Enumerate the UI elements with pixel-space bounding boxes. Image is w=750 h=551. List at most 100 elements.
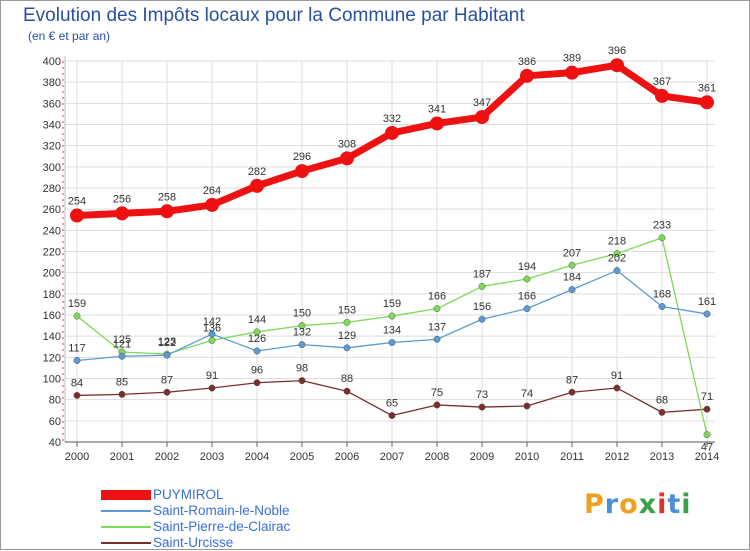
data-point — [523, 305, 531, 313]
data-label: 161 — [698, 296, 716, 308]
chart-subtitle: (en € et par an) — [28, 29, 111, 43]
data-point — [70, 208, 84, 223]
data-label: 389 — [563, 53, 581, 65]
data-label: 166 — [518, 291, 536, 303]
data-point — [478, 315, 486, 323]
data-point — [160, 204, 174, 219]
data-label: 159 — [68, 298, 86, 310]
data-point — [388, 339, 396, 346]
data-point — [205, 197, 219, 212]
data-point — [208, 330, 216, 338]
x-tick-label: 2005 — [290, 451, 314, 463]
x-tick-label: 2004 — [245, 451, 269, 463]
data-point — [343, 318, 351, 326]
data-point — [388, 312, 396, 320]
series-Saint-Pierre-de-Clairac — [73, 234, 711, 439]
data-label: 361 — [698, 82, 716, 94]
data-label: 84 — [71, 377, 83, 389]
data-point — [523, 275, 531, 283]
data-label: 264 — [203, 185, 221, 197]
series-Saint-Romain-le-Noble — [73, 267, 711, 364]
data-point — [523, 402, 531, 410]
data-label: 332 — [383, 113, 401, 125]
data-label: 142 — [203, 316, 221, 328]
y-tick-label: 280 — [43, 183, 61, 195]
legend-swatch — [101, 526, 151, 528]
data-label: 47 — [701, 442, 713, 454]
data-label: 347 — [473, 97, 491, 109]
data-label: 122 — [158, 337, 176, 349]
y-tick-label: 400 — [43, 56, 61, 68]
data-label: 91 — [206, 370, 218, 382]
data-label: 71 — [701, 391, 713, 403]
data-point — [298, 341, 306, 349]
data-label: 123 — [158, 336, 176, 348]
data-point — [118, 390, 126, 398]
data-label: 258 — [158, 191, 176, 203]
y-tick-label: 360 — [43, 98, 61, 110]
x-tick-label: 2003 — [200, 451, 224, 463]
data-point — [298, 322, 306, 330]
legend-swatch — [101, 510, 151, 512]
data-label: 98 — [296, 363, 308, 375]
y-tick-label: 100 — [43, 374, 61, 386]
data-label: 159 — [383, 298, 401, 310]
data-point — [568, 388, 576, 396]
data-label: 91 — [611, 370, 623, 382]
y-tick-label: 80 — [49, 395, 61, 407]
data-point — [388, 412, 396, 419]
data-point — [430, 116, 444, 131]
data-point — [613, 384, 621, 392]
data-point — [115, 206, 129, 221]
data-point — [433, 335, 441, 343]
y-tick-label: 180 — [43, 289, 61, 301]
logo-letter: x — [638, 489, 658, 520]
data-point — [478, 282, 486, 290]
data-label: 121 — [113, 338, 131, 350]
data-point — [613, 267, 621, 274]
data-point — [343, 387, 351, 395]
legend-label: Saint-Pierre-de-Clairac — [153, 519, 291, 534]
data-point — [703, 405, 711, 413]
data-label: 73 — [476, 389, 488, 401]
data-label: 75 — [431, 387, 443, 399]
logo-letter: i — [657, 489, 668, 520]
data-point — [565, 65, 579, 80]
data-label: 126 — [248, 333, 266, 345]
data-label: 386 — [518, 56, 536, 68]
data-label: 117 — [68, 343, 86, 355]
data-label: 202 — [608, 253, 626, 265]
y-tick-label: 160 — [43, 310, 61, 322]
logo-letter: o — [619, 489, 639, 520]
data-point — [385, 125, 399, 140]
legend-label: Saint-Urcisse — [153, 535, 234, 550]
series-Saint-Urcisse — [73, 377, 711, 419]
x-tick-label: 2014 — [695, 451, 719, 463]
y-tick-label: 380 — [43, 77, 61, 89]
data-point — [700, 95, 714, 110]
data-point — [568, 286, 576, 294]
data-point — [568, 261, 576, 269]
data-label: 132 — [293, 327, 311, 339]
data-label: 187 — [473, 268, 491, 280]
data-point — [658, 408, 666, 416]
series-PUYMIROL — [70, 58, 714, 223]
data-label: 166 — [428, 291, 446, 303]
legend-label: Saint-Romain-le-Noble — [153, 503, 290, 518]
y-tick-label: 220 — [43, 247, 61, 259]
data-label: 150 — [293, 308, 311, 320]
data-label: 144 — [248, 314, 266, 326]
y-tick-label: 140 — [43, 331, 61, 343]
data-point — [655, 88, 669, 103]
x-tick-label: 2007 — [380, 451, 404, 463]
data-label: 156 — [473, 301, 491, 313]
data-point — [703, 310, 711, 318]
data-label: 96 — [251, 365, 263, 377]
data-label: 125 — [113, 334, 131, 346]
y-tick-label: 120 — [43, 352, 61, 364]
data-point — [118, 352, 126, 360]
data-point — [658, 234, 666, 242]
data-point — [478, 403, 486, 411]
data-label: 153 — [338, 304, 356, 316]
data-label: 137 — [428, 321, 446, 333]
